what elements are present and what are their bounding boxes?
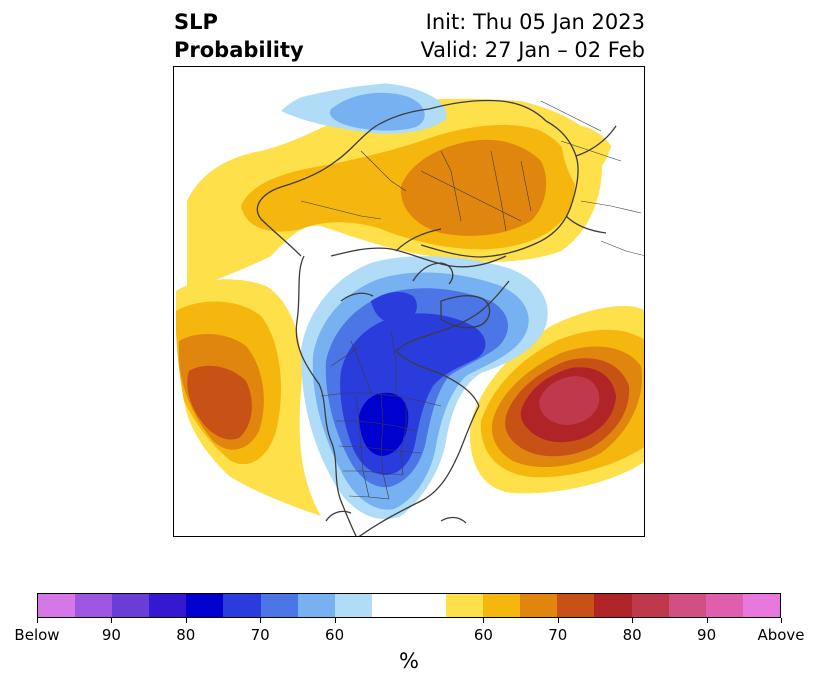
colorbar-segment [557, 594, 595, 617]
colorbar-tick-mark [632, 618, 634, 623]
colorbar-segment [483, 594, 521, 617]
colorbar-tick-mark [334, 618, 336, 623]
colorbar-tick-mark [260, 618, 262, 623]
colorbar-tick-mark [483, 618, 485, 623]
colorbar-tick-label: 60 [325, 626, 345, 644]
colorbar-segment [260, 594, 298, 617]
colorbar-tick-label: 80 [176, 626, 196, 644]
valid-period: Valid: 27 Jan – 02 Feb [420, 38, 645, 62]
below-anomaly-arctic [281, 82, 447, 134]
colorbar-tick-label: 70 [250, 626, 270, 644]
colorbar-segment [297, 594, 335, 617]
map-panel [173, 66, 645, 537]
colorbar-segment [112, 594, 150, 617]
colorbar-segment [38, 594, 76, 617]
colorbar-tick-mark [557, 618, 559, 623]
colorbar-tick-mark [185, 618, 187, 623]
colorbar-tick-label: 60 [473, 626, 493, 644]
colorbar-segment [75, 594, 113, 617]
below-anomaly-north-america [301, 256, 548, 520]
political-borders [300, 100, 644, 500]
colorbar-tick-mark [37, 618, 38, 623]
colorbar-segment [594, 594, 632, 617]
colorbar-tick-mark [706, 618, 708, 623]
map-svg [175, 81, 644, 536]
colorbar-segment [520, 594, 558, 617]
title-product: Probability [174, 38, 304, 62]
title-variable: SLP [174, 10, 218, 34]
title-left: SLP Probability [174, 8, 304, 64]
colorbar-segment [223, 594, 261, 617]
above-anomaly-pacific [176, 279, 321, 516]
colorbar-segment [371, 594, 409, 617]
colorbar-segment [408, 594, 447, 617]
title-right: Init: Thu 05 Jan 2023 Valid: 27 Jan – 02… [420, 8, 645, 64]
colorbar-segment [631, 594, 669, 617]
colorbar-tick-mark [781, 618, 782, 623]
colorbar-tick-mark [111, 618, 113, 623]
colorbar-segment [668, 594, 706, 617]
colorbar [37, 593, 781, 618]
colorbar-tick-label: Below [14, 626, 60, 644]
colorbar-segment [705, 594, 743, 617]
colorbar-tick-label: 80 [622, 626, 642, 644]
colorbar-segment [742, 594, 780, 617]
colorbar-tick-label: 70 [548, 626, 568, 644]
colorbar-segment [334, 594, 372, 617]
colorbar-segment [186, 594, 224, 617]
above-anomaly-atlantic [470, 306, 644, 494]
coastlines [190, 81, 617, 536]
colorbar-tick-label: Above [757, 626, 805, 644]
init-date: Init: Thu 05 Jan 2023 [425, 10, 645, 34]
colorbar-tick-label: 90 [101, 626, 121, 644]
colorbar-segment [446, 594, 484, 617]
colorbar-tick-label: 90 [697, 626, 717, 644]
above-anomaly-eurasia [187, 98, 611, 291]
colorbar-segment [149, 594, 187, 617]
colorbar-unit-label: % [399, 649, 419, 673]
